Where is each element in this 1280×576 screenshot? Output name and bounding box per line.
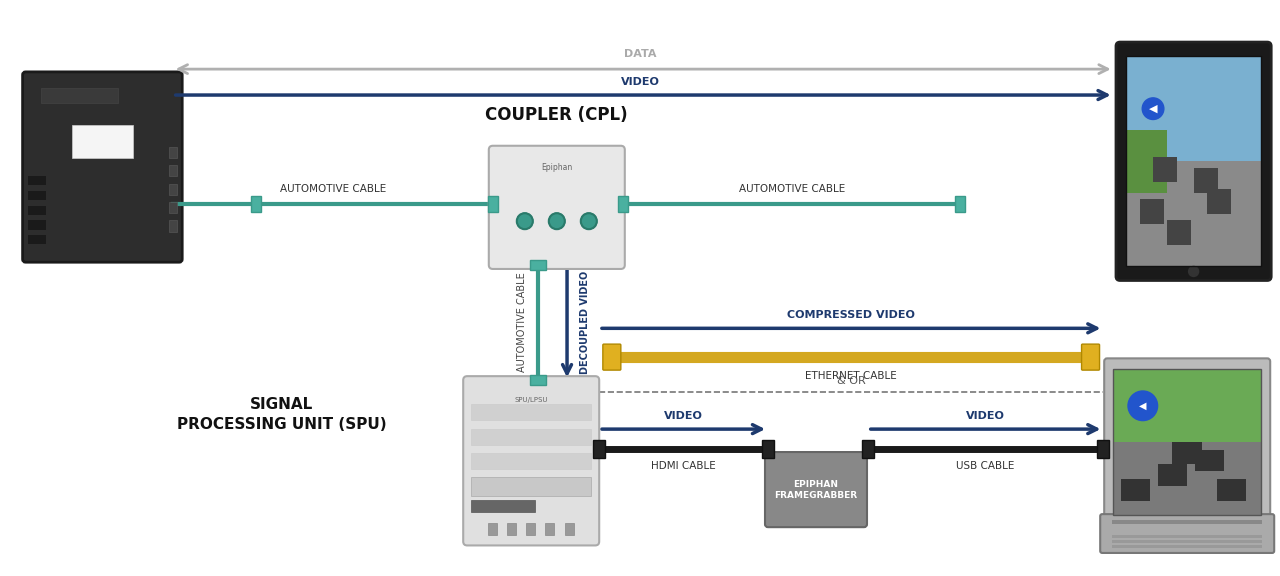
Text: COMPRESSED VIDEO: COMPRESSED VIDEO xyxy=(787,310,915,320)
Circle shape xyxy=(549,213,564,229)
Circle shape xyxy=(1189,267,1198,276)
Bar xyxy=(618,196,628,213)
Text: VIDEO: VIDEO xyxy=(664,411,703,421)
Text: ◀: ◀ xyxy=(1139,401,1147,411)
Bar xyxy=(1126,130,1166,193)
Bar xyxy=(471,429,591,445)
Bar xyxy=(1114,369,1261,457)
Bar xyxy=(1166,220,1190,245)
Bar xyxy=(526,524,535,536)
Bar xyxy=(1193,168,1219,193)
Bar xyxy=(1153,157,1178,183)
Text: Epiphan: Epiphan xyxy=(541,162,572,172)
Bar xyxy=(471,453,591,469)
Bar xyxy=(1126,56,1261,267)
Text: COUPLER (CPL): COUPLER (CPL) xyxy=(485,106,628,124)
Bar xyxy=(564,524,573,536)
Bar xyxy=(1172,442,1202,464)
FancyBboxPatch shape xyxy=(23,72,182,262)
Bar xyxy=(1114,442,1261,515)
Bar xyxy=(1114,369,1261,515)
Bar xyxy=(530,260,545,270)
FancyBboxPatch shape xyxy=(1105,358,1270,526)
Bar xyxy=(1112,520,1262,524)
Circle shape xyxy=(1128,391,1157,420)
Bar xyxy=(169,184,177,195)
FancyBboxPatch shape xyxy=(861,440,874,458)
Text: AUTOMOTIVE CABLE: AUTOMOTIVE CABLE xyxy=(517,272,526,373)
FancyBboxPatch shape xyxy=(1082,344,1100,370)
Bar xyxy=(1194,449,1224,471)
Text: & OR: & OR xyxy=(837,376,865,386)
Bar xyxy=(471,499,535,513)
Text: VIDEO: VIDEO xyxy=(621,77,659,87)
Text: SIGNAL
PROCESSING UNIT (SPU): SIGNAL PROCESSING UNIT (SPU) xyxy=(177,397,387,432)
Text: HDMI CABLE: HDMI CABLE xyxy=(652,461,716,471)
Text: EPIPHAN
FRAMEGRABBER: EPIPHAN FRAMEGRABBER xyxy=(774,480,858,499)
Bar xyxy=(471,404,591,420)
Circle shape xyxy=(581,213,596,229)
Bar xyxy=(41,88,118,103)
FancyBboxPatch shape xyxy=(603,344,621,370)
Text: DATA: DATA xyxy=(623,49,657,59)
Bar xyxy=(28,176,46,185)
Circle shape xyxy=(1142,98,1164,119)
Bar xyxy=(169,202,177,213)
FancyBboxPatch shape xyxy=(1116,42,1271,281)
FancyBboxPatch shape xyxy=(1097,440,1110,458)
Text: AUTOMOTIVE CABLE: AUTOMOTIVE CABLE xyxy=(739,184,845,195)
Bar xyxy=(1112,540,1262,543)
FancyBboxPatch shape xyxy=(489,146,625,269)
Bar xyxy=(507,524,516,536)
FancyBboxPatch shape xyxy=(1101,514,1274,553)
FancyBboxPatch shape xyxy=(593,440,605,458)
Bar xyxy=(488,196,498,213)
Bar xyxy=(1112,535,1262,538)
Bar xyxy=(72,124,133,158)
Text: DECOUPLED VIDEO: DECOUPLED VIDEO xyxy=(580,271,590,374)
Circle shape xyxy=(517,213,532,229)
Bar xyxy=(28,191,46,200)
Text: AUTOMOTIVE CABLE: AUTOMOTIVE CABLE xyxy=(279,184,387,195)
Text: ◀: ◀ xyxy=(1148,104,1157,113)
FancyBboxPatch shape xyxy=(463,376,599,545)
Text: SPU/LPSU: SPU/LPSU xyxy=(515,396,548,403)
Bar xyxy=(471,477,591,497)
Bar xyxy=(488,524,497,536)
Bar xyxy=(955,196,965,213)
Text: VIDEO: VIDEO xyxy=(966,411,1005,421)
FancyBboxPatch shape xyxy=(762,440,774,458)
Bar xyxy=(28,235,46,244)
Text: ETHERNET CABLE: ETHERNET CABLE xyxy=(805,371,897,381)
Bar xyxy=(1157,464,1188,486)
Bar xyxy=(545,524,554,536)
Bar xyxy=(1217,479,1247,501)
Bar xyxy=(1112,545,1262,548)
Bar xyxy=(28,206,46,215)
Bar xyxy=(1126,56,1261,183)
Bar xyxy=(1126,161,1261,267)
Bar xyxy=(251,196,261,213)
FancyBboxPatch shape xyxy=(765,452,867,527)
Bar xyxy=(169,147,177,158)
Bar xyxy=(1139,199,1164,225)
Text: USB CABLE: USB CABLE xyxy=(956,461,1015,471)
Bar xyxy=(28,221,46,230)
Bar xyxy=(169,165,177,176)
Bar xyxy=(530,375,545,385)
Bar xyxy=(1120,479,1151,501)
Bar xyxy=(169,221,177,232)
Bar xyxy=(1207,188,1231,214)
